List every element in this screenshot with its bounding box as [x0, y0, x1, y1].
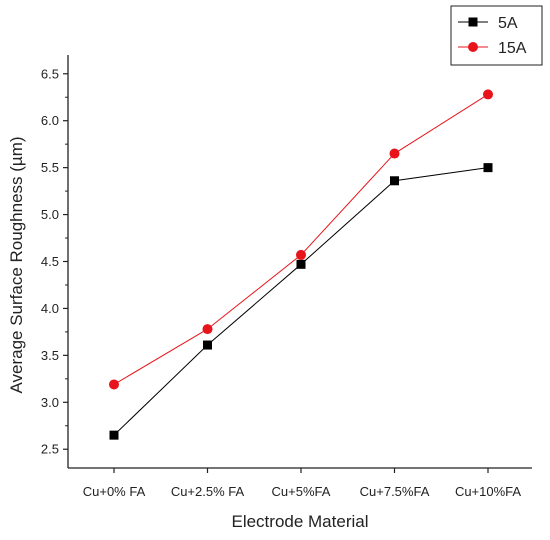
data-point-5a: [296, 259, 306, 269]
y-tick-label: 4.0: [41, 301, 59, 316]
series-line-5a: [113, 167, 489, 436]
x-tick-label: Cu+0% FA: [83, 484, 146, 499]
legend-label-15a: 15A: [498, 40, 527, 57]
data-point-5a: [483, 163, 493, 173]
data-point-15a: [202, 324, 213, 335]
y-tick-label: 5.5: [41, 160, 59, 175]
y-tick-label: 3.0: [41, 395, 59, 410]
y-tick-label: 6.5: [41, 66, 59, 81]
data-point-15a: [483, 89, 493, 100]
x-tick-label: Cu+5%FA: [272, 484, 331, 499]
y-tick-label: 6.0: [41, 113, 59, 128]
x-tick-label: Cu+10%FA: [455, 484, 521, 499]
y-tick-label: 2.5: [41, 442, 59, 457]
legend-label-5a: 5A: [498, 15, 518, 32]
series-line-15a: [113, 94, 489, 385]
legend-marker-5a: [468, 17, 478, 27]
x-ticks: Cu+0% FA Cu+2.5% FA Cu+5%FA Cu+7.5%FA Cu+10%…: [83, 468, 521, 499]
x-tick-label: Cu+2.5% FA: [171, 484, 245, 499]
y-tick-label: 4.5: [41, 254, 59, 269]
x-tick-label: Cu+7.5%FA: [360, 484, 430, 499]
series-layer: [109, 89, 493, 440]
y-axis-title: Average Surface Roughness (µm): [7, 136, 26, 393]
x-axis-title: Electrode Material: [231, 512, 368, 531]
legend: 5A 15A: [450, 5, 543, 66]
y-ticks: 2.5 3.0 3.5 4.0 4.5 5.0 5.5 6.0 6.5: [41, 66, 68, 457]
y-tick-label: 5.0: [41, 207, 59, 222]
data-point-5a: [203, 340, 212, 350]
data-point-15a: [109, 379, 119, 390]
y-tick-label: 3.5: [41, 348, 59, 363]
data-point-15a: [389, 148, 400, 159]
data-point-15a: [296, 249, 306, 260]
legend-box: [450, 5, 543, 66]
data-point-5a: [109, 430, 119, 440]
legend-marker-15a: [468, 42, 478, 52]
data-point-5a: [390, 176, 399, 186]
